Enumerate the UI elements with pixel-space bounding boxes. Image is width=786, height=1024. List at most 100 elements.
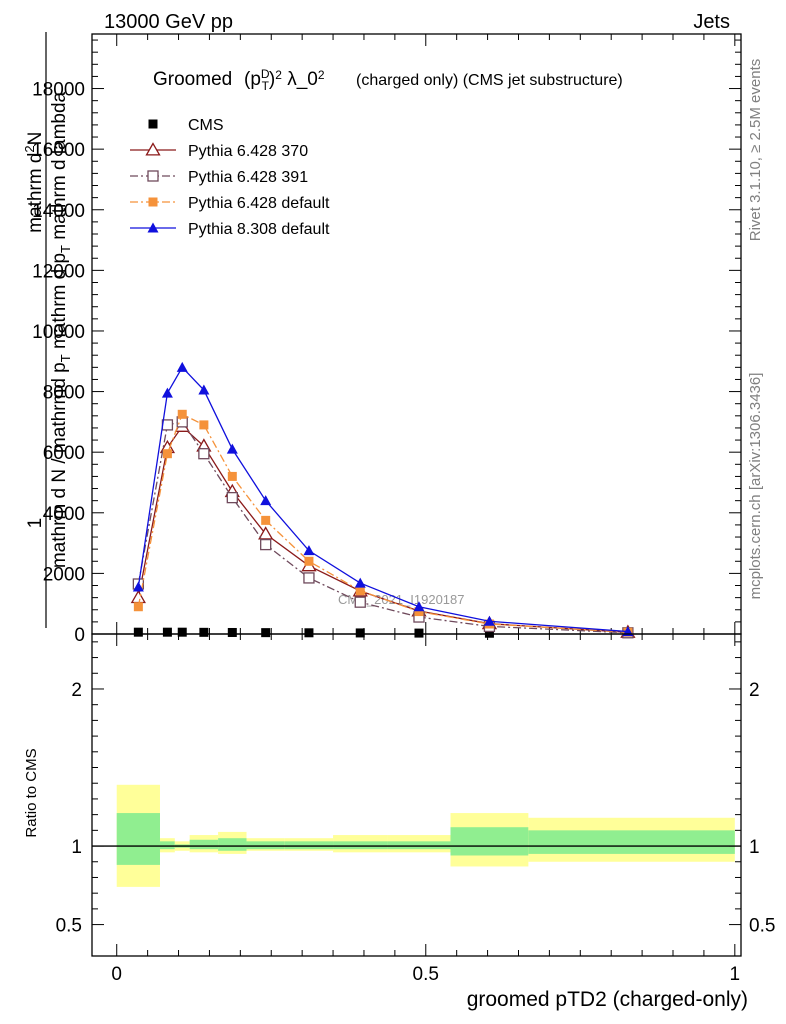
data-point [261,628,271,638]
ratio-y-label: Ratio to CMS [23,748,40,837]
ratio-tick-label-left: 1 [71,837,82,858]
ratio-inner-band-8 [387,841,451,850]
data-point [176,361,188,372]
data-point [161,419,174,431]
legend-marker [148,197,158,207]
series-4 [132,361,634,637]
data-point [414,628,424,638]
data-point [130,589,146,604]
data-point [227,627,237,637]
y-axis-label-main: 1 mathrm d2N mathrm d N / mathrmd pT mat… [22,32,73,628]
data-point [261,515,271,525]
x-axis-label: groomed pTD2 (charged-only) [467,988,748,1011]
rivet-label: Rivet 3.1.10, ≥ 2.5M events [747,59,764,242]
ratio-inner-band-6 [284,841,334,850]
data-point [133,627,143,637]
title-math: (pD T)2 λ_02 [244,67,325,93]
legend-label: Pythia 6.428 391 [188,169,308,186]
y-tick-label: 2000 [43,564,85,585]
ratio-inner-band-7 [333,841,388,850]
data-point [133,602,143,612]
legend-label: Pythia 6.428 370 [188,143,308,160]
data-point [414,607,424,617]
y-tick-label: 18000 [32,80,85,101]
ratio-tick-label-right: 1 [749,837,760,858]
data-point [162,449,172,459]
x-tick-label: 0.5 [413,964,439,985]
data-point [199,420,209,430]
data-point [177,627,187,637]
x-tick-label: 1 [730,964,741,985]
energy-label: 13000 GeV pp [104,11,233,33]
y-tick-label: 0 [74,625,85,646]
ratio-tick-label-right: 0.5 [749,916,775,937]
y-tick-label: 14000 [32,201,85,222]
ratio-inner-band-10 [528,830,735,854]
mcplots-label: mcplots.cern.ch [arXiv:1306.3436] [747,373,764,600]
data-point [304,628,314,638]
legend-item-3: Pythia 6.428 default [130,195,330,212]
title-text: (charged only) (CMS jet substructure) [356,72,623,89]
data-point [260,538,272,551]
data-point [260,495,272,506]
data-point [161,387,173,398]
ratio-inner-band-5 [246,841,285,850]
title-prefix: Groomed [153,69,232,90]
y-label-main-line1: 1 mathrm d2N [22,132,46,529]
ratio-tick-label-right: 2 [749,680,760,701]
y-tick-label: 4000 [43,504,85,525]
legend-marker [148,119,158,129]
x-tick-label: 0 [111,964,122,985]
y-tick-label: 8000 [43,383,85,404]
legend-label: Pythia 6.428 default [188,195,330,212]
data-point [354,577,366,588]
ratio-panel: 0 0.5 1 0.5 0.5 1 1 2 2 [56,633,775,985]
data-point [227,471,237,481]
ratio-tick-label-left: 0.5 [56,916,82,937]
data-point [484,628,494,638]
legend-item-0: CMS [148,117,224,134]
legend-marker [147,222,159,233]
data-point [355,628,365,638]
legend-label: CMS [188,117,224,134]
legend-item-2: Pythia 6.428 391 [130,169,308,186]
data-point [413,601,425,612]
data-point [258,526,274,540]
y-tick-label: 16000 [32,140,85,161]
ratio-inner-band-1 [159,841,175,850]
legend-marker [147,170,159,182]
legend-item-1: Pythia 6.428 370 [130,142,308,160]
series-line-4 [137,366,628,633]
data-point [198,384,210,395]
series-line-3 [137,413,628,633]
legend-marker [145,142,161,156]
data-point [177,409,187,419]
ratio-inner-band-0 [116,813,160,865]
data-point [226,491,238,504]
data-point [303,572,315,584]
data-point [226,443,238,454]
y-tick-label: 12000 [32,261,85,282]
y-tick-label: 6000 [43,443,85,464]
ratio-frame [91,633,742,957]
legend: CMS Pythia 6.428 370 Pythia 6.428 391 Pythi… [130,117,330,238]
ratio-inner-band-9 [450,827,529,856]
y-label-main-line2: mathrm d N / mathrmd pT mathrm d pT math… [49,91,73,568]
series-0 [133,627,633,638]
ratio-inner-band-4 [218,838,247,851]
data-point [355,586,365,596]
main-panel: 0 2000 4000 6000 8000 10000 12000 14000 16000 180… [32,33,742,646]
data-point [304,556,314,566]
data-point [483,615,495,626]
ratio-tick-label-left: 2 [71,680,82,701]
y-tick-label: 10000 [32,322,85,343]
legend-item-4: Pythia 8.308 default [130,221,330,238]
data-point [199,627,209,637]
ratio-inner-band-3 [189,839,219,850]
process-label: Jets [693,11,730,33]
chart-title: Groomed (pD T)2 λ_02 (charged only) (CMS … [153,67,623,93]
legend-label: Pythia 8.308 default [188,221,330,238]
data-point [132,581,144,592]
data-point [198,448,210,460]
